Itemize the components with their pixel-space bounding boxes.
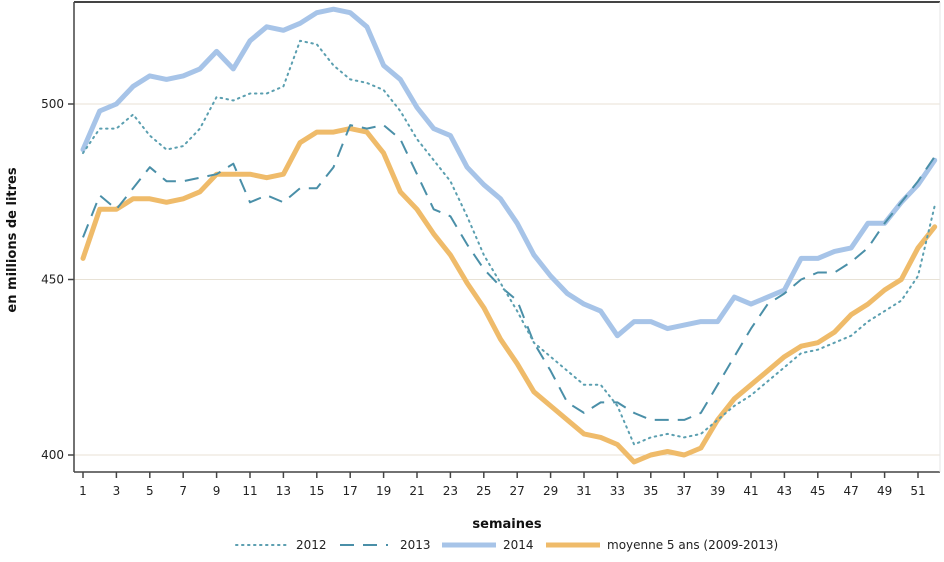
legend-item-2012: 2012 [235,538,327,552]
x-tick-label: 15 [309,484,324,498]
x-tick-label: 37 [677,484,692,498]
plot-frame [74,2,940,472]
x-axis-ticks: 1 3 5 7 9 11 13 15 17 19 21 23 25 27 29 31 33 35 37 39 41 43 4… [79,472,926,498]
y-axis-title: en millions de litres [5,167,20,312]
x-tick-label: 17 [343,484,358,498]
series-line-2013 [82,124,936,421]
x-tick-label: 29 [543,484,558,498]
x-tick-label: 11 [242,484,257,498]
series-line-2014 [80,6,938,339]
legend-label-2014: 2014 [503,538,534,552]
x-tick-label: 31 [576,484,591,498]
axes [73,1,941,473]
series-line-moyenne [80,126,938,465]
legend-item-2014: 2014 [442,538,534,552]
x-tick-label: 1 [79,484,87,498]
legend-item-moyenne: moyenne 5 ans (2009-2013) [546,538,778,552]
x-tick-label: 19 [376,484,391,498]
x-tick-label: 45 [810,484,825,498]
y-tick-label: 500 [41,97,64,111]
y-tick-label: 400 [41,448,64,462]
x-tick-label: 27 [510,484,525,498]
x-tick-label: 5 [146,484,154,498]
x-tick-label: 49 [877,484,892,498]
x-tick-label: 47 [844,484,859,498]
series-line-2012 [82,39,936,446]
legend-label-2013: 2013 [400,538,431,552]
x-tick-label: 21 [409,484,424,498]
x-tick-label: 51 [910,484,925,498]
legend-label-2012: 2012 [296,538,327,552]
x-tick-label: 43 [777,484,792,498]
gridlines [74,103,940,456]
x-tick-label: 25 [476,484,491,498]
legend: 2012 2013 2014 moyenne 5 ans (2009-2013) [235,538,778,552]
y-axis-ticks: 400 450 500 [41,97,74,462]
x-tick-label: 41 [743,484,758,498]
x-tick-label: 3 [113,484,121,498]
series-group [80,6,938,465]
legend-label-moyenne: moyenne 5 ans (2009-2013) [607,538,778,552]
x-axis-title: semaines [472,517,541,532]
x-tick-label: 7 [179,484,187,498]
legend-item-2013: 2013 [340,538,431,552]
x-tick-label: 13 [276,484,291,498]
x-tick-label: 35 [643,484,658,498]
x-tick-label: 33 [610,484,625,498]
y-tick-label: 450 [41,273,64,287]
x-tick-label: 9 [213,484,221,498]
x-tick-label: 39 [710,484,725,498]
x-tick-label: 23 [443,484,458,498]
